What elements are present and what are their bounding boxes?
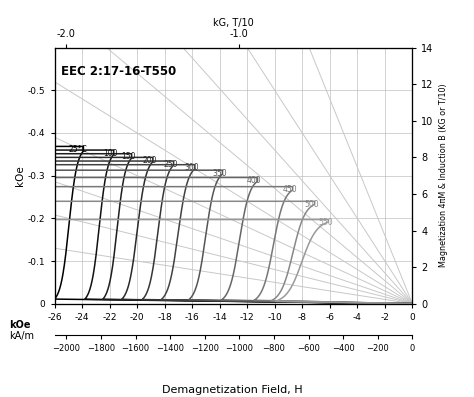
Text: 350: 350	[212, 169, 227, 178]
Text: 250: 250	[163, 160, 178, 169]
Y-axis label: kOe: kOe	[15, 165, 25, 186]
Text: 300: 300	[184, 164, 199, 172]
Text: 450: 450	[282, 185, 297, 194]
X-axis label: kG, T/10: kG, T/10	[213, 18, 254, 28]
Text: kOe: kOe	[9, 320, 31, 330]
Text: EEC 2:17-16-T550: EEC 2:17-16-T550	[62, 65, 177, 78]
Text: 400: 400	[247, 176, 262, 185]
Text: 100: 100	[103, 149, 118, 158]
Text: 200: 200	[143, 156, 157, 165]
Text: 500: 500	[304, 200, 319, 209]
Text: kA/m: kA/m	[9, 331, 35, 341]
Text: 25°C: 25°C	[69, 145, 88, 154]
Text: Demagnetization Field, H: Demagnetization Field, H	[162, 385, 302, 395]
Y-axis label: Magnetization 4πM & Induction B (KG or T/10): Magnetization 4πM & Induction B (KG or T…	[439, 84, 448, 268]
Text: 150: 150	[121, 152, 136, 162]
Text: 550: 550	[318, 218, 333, 227]
